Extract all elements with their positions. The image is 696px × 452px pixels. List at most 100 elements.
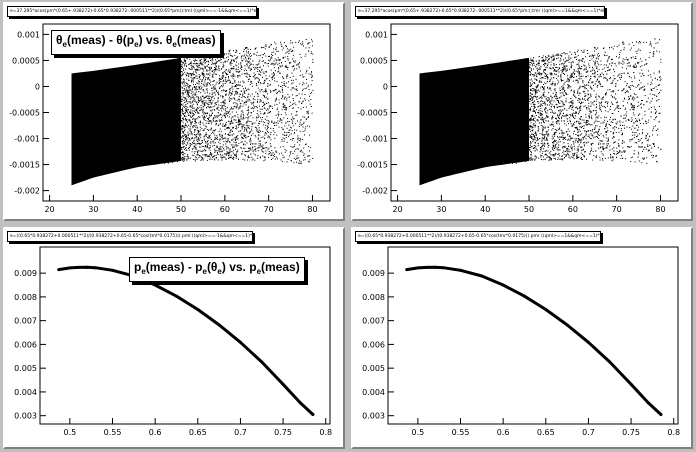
scatter-point [580,59,582,61]
scatter-point [169,135,171,137]
scatter-point [605,93,607,94]
scatter-point [177,78,179,80]
scatter-point [187,135,189,137]
scatter-point [189,87,191,89]
pad-title: e=37.295*acos(pm*(0.65+.938272)-0.65*0.9… [7,6,257,17]
scatter-point [216,57,218,59]
scatter-point [530,122,532,124]
scatter-point [208,79,210,81]
scatter-point [609,149,611,151]
scatter-point [584,136,586,138]
scatter-point [250,121,252,122]
scatter-point [169,156,171,158]
scatter-point [179,112,181,114]
scatter-point [614,78,616,80]
scatter-point [214,70,216,72]
scatter-point [221,51,223,53]
scatter-point [563,104,565,106]
scatter-point [212,81,214,82]
scatter-point [183,83,185,85]
scatter-point [224,90,226,92]
scatter-point [264,132,266,134]
scatter-point [291,42,293,44]
scatter-point [200,63,202,64]
scatter-point [308,160,310,162]
scatter-point [195,89,197,91]
scatter-point [189,143,191,145]
scatter-point [543,118,545,120]
scatter-point [166,64,168,66]
scatter-point [196,108,198,110]
scatter-point [288,124,290,126]
scatter-point [173,63,175,65]
scatter-point [217,108,219,110]
scatter-point [200,58,202,60]
scatter-point [269,59,271,61]
scatter-point [247,55,249,57]
scatter-point [584,145,586,147]
scatter-point [585,138,587,140]
scatter-point [186,95,188,97]
scatter-point [624,109,626,110]
scatter-point [251,103,253,105]
scatter-point [205,88,207,90]
scatter-point [653,119,655,121]
scatter-point [591,124,593,126]
scatter-point [545,67,547,69]
scatter-point [198,122,200,124]
scatter-point [199,133,201,135]
scatter-point [283,42,285,44]
scatter-point [204,128,206,129]
scatter-point [302,126,304,128]
scatter-point [235,136,237,138]
scatter-point [292,82,294,84]
scatter-point [248,66,250,68]
scatter-point [298,101,300,103]
scatter-point [256,157,258,159]
scatter-point [185,123,187,125]
scatter-point [252,108,254,110]
scatter-point [294,68,296,70]
scatter-point [178,119,180,121]
scatter-point [232,147,233,149]
scatter-point [522,114,524,115]
scatter-point [264,127,266,129]
scatter-point [211,121,213,123]
scatter-point [609,119,611,121]
scatter-point [606,140,608,142]
scatter-point [234,79,236,81]
scatter-point [513,78,515,80]
scatter-point [531,80,533,82]
scatter-point [308,89,310,91]
scatter-point [234,97,235,99]
scatter-point [213,130,215,132]
scatter-point [611,156,613,158]
scatter-point [242,93,244,95]
scatter-point [189,133,191,135]
scatter-point [255,67,257,69]
scatter-point [166,113,168,115]
scatter-point [583,85,584,87]
scatter-point [240,90,242,92]
scatter-point [291,130,293,132]
scatter-point [312,45,314,47]
scatter-point [197,67,199,69]
scatter-point [232,78,234,80]
scatter-point [272,128,274,129]
scatter-point [244,73,245,75]
scatter-point [203,57,205,59]
scatter-point [592,159,594,161]
scatter-point [191,133,193,135]
scatter-point [179,157,181,159]
scatter-point [240,134,242,136]
scatter-point [623,49,625,51]
scatter-point [231,122,233,124]
scatter-point [207,57,209,59]
scatter-point [228,76,229,78]
scatter-point [271,78,273,80]
scatter-point [167,87,168,89]
scatter-point [167,135,169,137]
scatter-point [213,97,215,99]
scatter-point [196,154,198,156]
scatter-point [170,80,171,82]
